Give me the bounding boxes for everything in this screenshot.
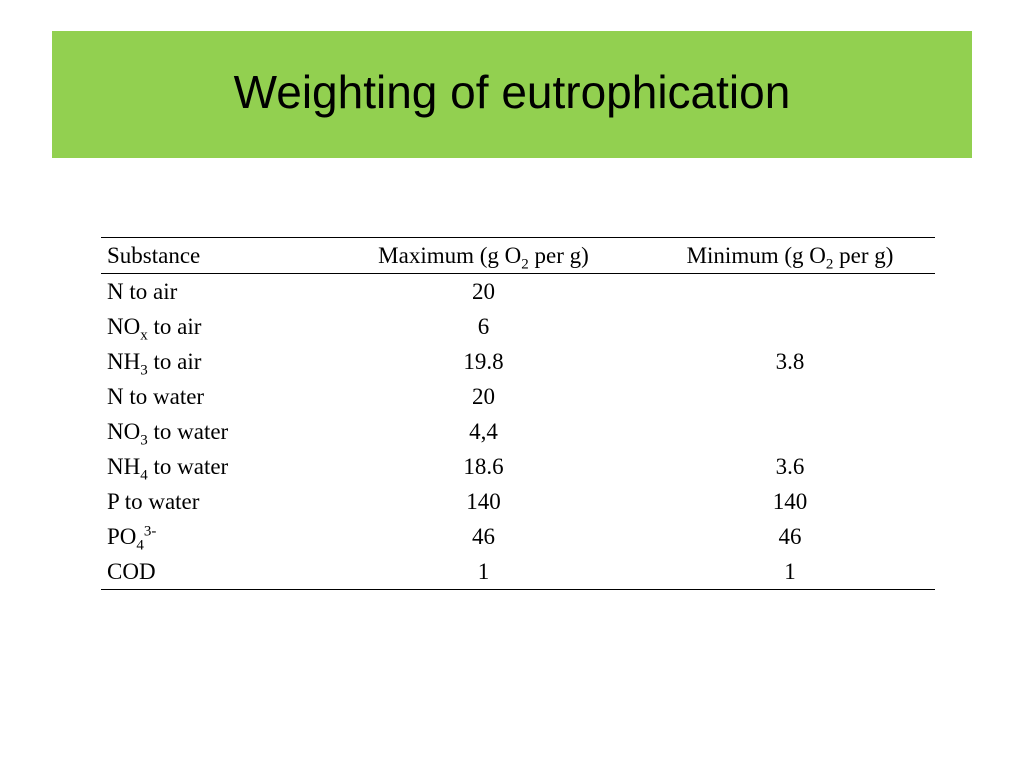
row-label: P to water xyxy=(101,484,322,519)
slide-title: Weighting of eutrophication xyxy=(233,66,791,118)
empty-cell xyxy=(645,414,935,449)
text-run: NO xyxy=(107,314,141,339)
value-cell: 1 xyxy=(784,559,796,584)
text-run: N to water xyxy=(107,384,205,409)
column-header: Substance xyxy=(101,238,322,274)
value-cell: 20 xyxy=(472,384,495,409)
text-run: NH xyxy=(107,349,141,374)
table-row: NOx to air 6 xyxy=(101,309,935,344)
table-row: PO43- 46 46 xyxy=(101,519,935,554)
text-run: PO xyxy=(107,524,137,549)
value-cell: 19.8 xyxy=(463,349,504,374)
text-run: NH xyxy=(107,454,141,479)
value-cell: 140 xyxy=(466,489,501,514)
table-row: COD 1 1 xyxy=(101,554,935,590)
subscript: 4 xyxy=(136,537,144,554)
value-cell: 46 xyxy=(472,524,495,549)
text-run: to air xyxy=(147,349,202,374)
subscript: 3 xyxy=(140,432,148,449)
text-run: COD xyxy=(107,559,156,584)
header-row: Substance Maximum (g O2 per g) Minimum (g … xyxy=(101,237,935,274)
empty-cell xyxy=(645,309,935,344)
text-run: per g) xyxy=(528,243,589,268)
empty-cell xyxy=(645,274,935,310)
text-run: to air xyxy=(147,314,202,339)
value-cell: 46 xyxy=(778,524,802,549)
value-cell: 20 xyxy=(472,279,495,304)
subscript: 2 xyxy=(825,256,834,273)
text-run: to water xyxy=(147,454,229,479)
text-run: to water xyxy=(147,419,229,444)
subscript: 3 xyxy=(140,362,148,379)
row-label: PO43- xyxy=(101,519,322,554)
table-row: N to water 20 xyxy=(101,379,935,414)
data-table: Substance Maximum (g O2 per g) Minimum (g … xyxy=(101,237,935,590)
row-label: NH3 to air xyxy=(101,344,322,379)
text-run: P to water xyxy=(107,489,200,514)
column-header: Minimum (g O2 per g) xyxy=(645,238,935,274)
table-row: NH3 to air 19.8 3.8 xyxy=(101,344,935,379)
title-banner: Weighting of eutrophication xyxy=(52,31,972,158)
table-row: P to water 140 140 xyxy=(101,484,935,519)
value-cell: 3.6 xyxy=(775,454,805,479)
value-cell: 18.6 xyxy=(463,454,504,479)
table-head: Substance Maximum (g O2 per g) Minimum (g … xyxy=(101,237,935,274)
value-cell: 140 xyxy=(772,489,808,514)
empty-cell xyxy=(645,379,935,414)
value-cell: 4,4 xyxy=(469,419,498,444)
column-header: Maximum (g O2 per g) xyxy=(322,238,645,274)
table-body: N to air 20 NOx to air 6 NH3 to air 19.8 3.8 N … xyxy=(101,274,935,590)
row-label: N to air xyxy=(101,274,322,310)
value-cell: 1 xyxy=(477,559,490,584)
table-row: N to air 20 xyxy=(101,274,935,310)
text-run: Maximum (g O xyxy=(378,243,522,268)
subscript: 2 xyxy=(521,256,529,273)
text-run: per g) xyxy=(833,243,894,268)
text-run: Substance xyxy=(107,243,201,268)
text-run: Minimum (g O xyxy=(686,243,826,268)
subscript: 4 xyxy=(140,467,148,484)
subscript: x xyxy=(140,327,148,344)
row-label: N to water xyxy=(101,379,322,414)
value-cell: 3.8 xyxy=(775,349,805,374)
row-label: NH4 to water xyxy=(101,449,322,484)
row-label: NO3 to water xyxy=(101,414,322,449)
table-row: NO3 to water 4,4 xyxy=(101,414,935,449)
text-run: NO xyxy=(107,419,141,444)
row-label: COD xyxy=(101,554,322,590)
value-cell: 6 xyxy=(477,314,490,339)
table-row: NH4 to water 18.6 3.6 xyxy=(101,449,935,484)
text-run: N to air xyxy=(107,279,178,304)
superscript: 3- xyxy=(143,523,157,540)
row-label: NOx to air xyxy=(101,309,322,344)
